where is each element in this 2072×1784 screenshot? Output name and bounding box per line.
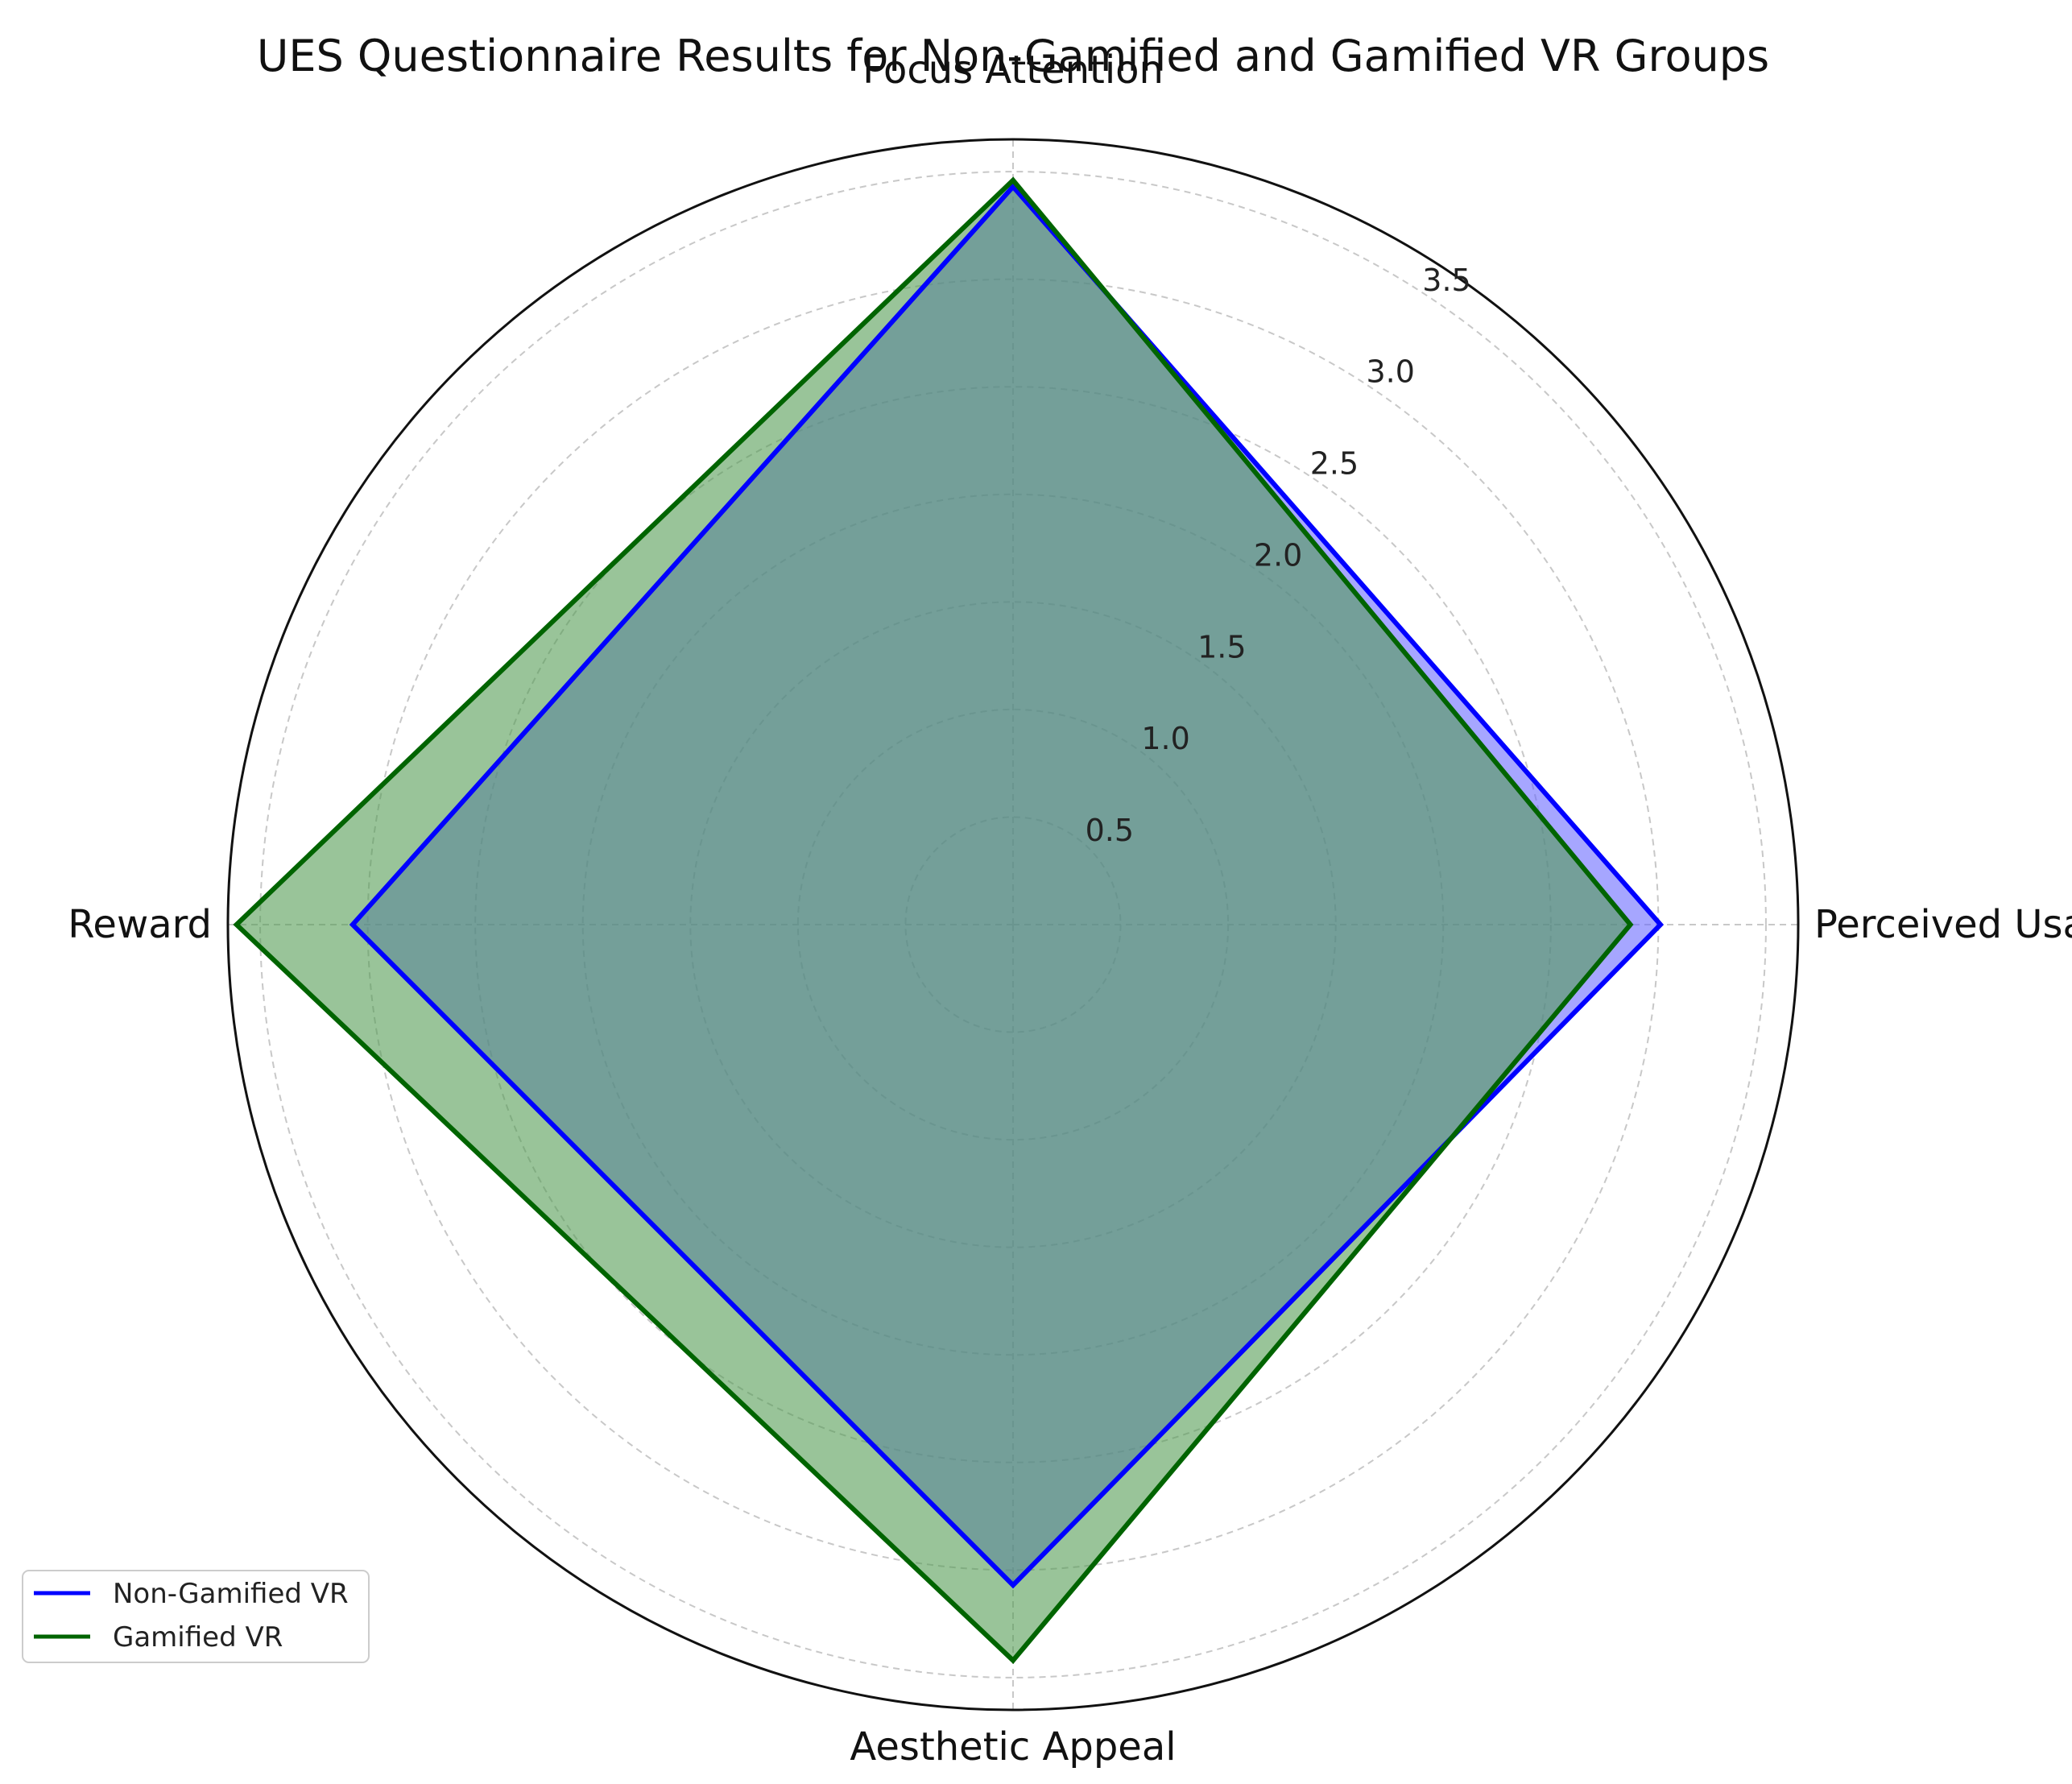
radial-tick-label: 0.5 bbox=[1086, 813, 1134, 848]
legend-label-gamified: Gamified VR bbox=[113, 1621, 283, 1654]
radial-tick-label: 2.5 bbox=[1310, 446, 1359, 482]
series-point-1-3 bbox=[235, 924, 238, 925]
series-point-0-1 bbox=[1660, 924, 1662, 925]
radial-tick-label: 3.0 bbox=[1366, 354, 1414, 390]
series-point-0-3 bbox=[351, 924, 354, 925]
grid-circle bbox=[259, 171, 1767, 1678]
series-point-0-0 bbox=[1012, 185, 1014, 188]
radial-tick-label: 1.5 bbox=[1197, 629, 1246, 664]
axis-label-perceived-usability: Perceived Usability bbox=[1814, 902, 2072, 947]
radial-ticks: 0.5 1.0 1.5 2.0 2.5 3.0 3.5 bbox=[1086, 263, 1471, 848]
outer-frame bbox=[226, 138, 1800, 1712]
legend-box bbox=[22, 1570, 370, 1663]
axis-label-aesthetic-appeal: Aesthetic Appeal bbox=[850, 1724, 1176, 1770]
series-point-1-1 bbox=[1629, 924, 1632, 925]
chart-title: UES Questionnaire Results for Non-Gamifi… bbox=[257, 31, 1769, 81]
radial-tick-label: 1.0 bbox=[1141, 721, 1189, 756]
radial-tick-label: 2.0 bbox=[1254, 537, 1302, 573]
series-point-1-2 bbox=[1012, 1659, 1014, 1662]
outer-circle bbox=[226, 138, 1800, 1712]
legend: Non-Gamified VR Gamified VR bbox=[22, 1570, 370, 1663]
axis-labels: Focus Attention Perceived Usability Aesthe… bbox=[68, 48, 2072, 1770]
series-point-0-2 bbox=[1012, 1584, 1014, 1587]
axis-label-focus-attention: Focus Attention bbox=[862, 48, 1164, 93]
series-fill-1 bbox=[236, 180, 1631, 1661]
axis-label-reward: Reward bbox=[68, 902, 212, 947]
series-point-1-0 bbox=[1012, 179, 1014, 181]
radial-tick-label: 3.5 bbox=[1422, 263, 1470, 298]
legend-label-non-gamified: Non-Gamified VR bbox=[113, 1578, 349, 1610]
series-layer bbox=[233, 176, 1665, 1664]
